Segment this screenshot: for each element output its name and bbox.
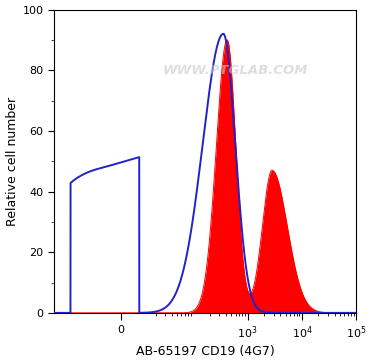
Text: WWW.PTGLAB.COM: WWW.PTGLAB.COM <box>163 64 308 77</box>
X-axis label: AB-65197 CD19 (4G7): AB-65197 CD19 (4G7) <box>136 345 275 359</box>
Y-axis label: Relative cell number: Relative cell number <box>6 97 19 226</box>
